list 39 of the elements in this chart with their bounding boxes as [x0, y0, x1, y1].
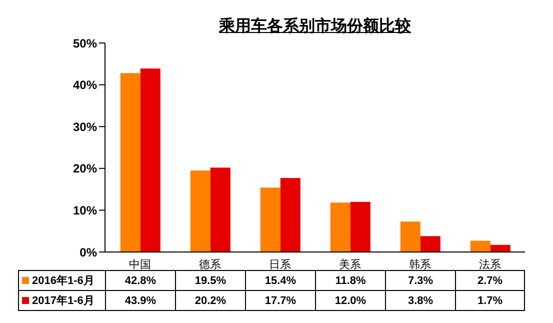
data-label: 43.9% — [105, 291, 175, 310]
y-tick-label: 30% — [72, 120, 98, 134]
legend-label: 2016年1-6月 — [32, 274, 94, 288]
chart-title: 乘用车各系别市场份额比较 — [218, 16, 412, 37]
bar — [330, 202, 350, 252]
bar — [260, 188, 280, 252]
data-label: 11.8% — [315, 271, 385, 290]
x-tick-label: 法系 — [479, 258, 501, 271]
y-tick-label: 50% — [72, 36, 98, 50]
bar — [210, 168, 230, 252]
data-label: 17.7% — [245, 291, 315, 310]
bar — [120, 73, 140, 252]
bar — [420, 236, 440, 252]
y-tick-label: 20% — [72, 162, 98, 176]
data-label: 1.7% — [455, 291, 525, 310]
y-tick-label: 40% — [72, 78, 98, 92]
data-label: 12.0% — [315, 291, 385, 310]
bar — [280, 178, 300, 252]
data-label: 2.7% — [455, 271, 525, 290]
data-label: 7.3% — [385, 271, 455, 290]
data-label: 42.8% — [105, 271, 175, 290]
x-tick-label: 韩系 — [409, 258, 431, 271]
bar — [400, 221, 420, 252]
bar — [470, 240, 490, 252]
y-tick-label: 10% — [72, 203, 98, 218]
y-tick-label: 0% — [80, 245, 98, 260]
data-label: 3.8% — [385, 291, 455, 310]
data-label: 20.2% — [175, 291, 245, 310]
data-label: 19.5% — [175, 271, 245, 290]
x-tick-label: 中国 — [129, 258, 151, 271]
bar — [490, 244, 510, 252]
bar — [190, 170, 210, 252]
x-tick-label: 美系 — [339, 258, 361, 271]
data-label: 15.4% — [245, 271, 315, 290]
bar — [350, 202, 370, 252]
bar — [140, 68, 160, 252]
legend-label: 2017年1-6月 — [32, 294, 94, 308]
x-tick-label: 德系 — [199, 258, 221, 271]
x-tick-label: 日系 — [269, 258, 291, 271]
